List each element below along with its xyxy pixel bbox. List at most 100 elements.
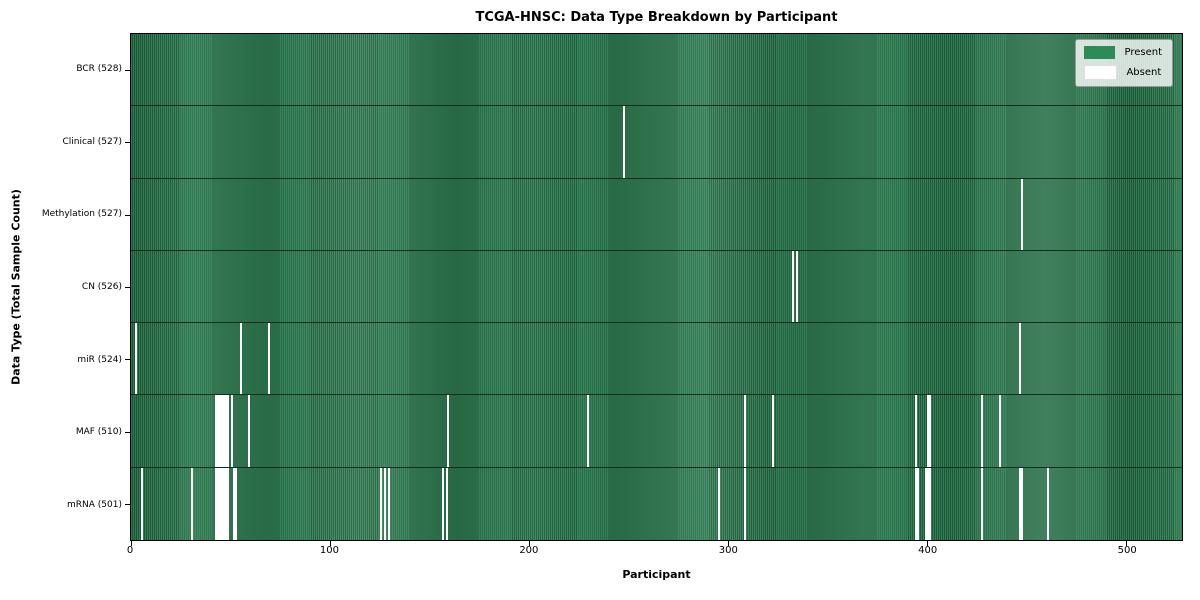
absent-stripe <box>929 395 932 467</box>
legend-item-absent: Absent <box>1084 65 1162 80</box>
absent-stripe <box>744 467 747 540</box>
absent-stripe <box>1046 467 1049 540</box>
absent-stripe <box>441 467 444 540</box>
absent-stripe <box>220 395 223 467</box>
absent-stripe <box>230 395 233 467</box>
ytick-mark <box>125 70 131 72</box>
ytick-mark <box>125 214 131 216</box>
x-axis-tick-labels: 0 100 200 300 400 500 <box>126 545 1183 559</box>
xtick-label: 0 <box>126 545 134 556</box>
xtick-mark <box>1126 540 1128 546</box>
absent-stripe <box>718 467 721 540</box>
absent-stripe <box>925 467 928 540</box>
heatmap-row-clinical <box>131 106 1182 179</box>
absent-stripe <box>744 395 747 467</box>
absent-stripe <box>234 467 237 540</box>
absent-stripe <box>268 323 271 395</box>
absent-stripe <box>927 395 930 467</box>
y-axis-tick-labels: BCR (528) Clinical (527) Methylation (527)… <box>0 33 122 541</box>
absent-stripe <box>1020 467 1023 540</box>
ytick-label: MAF (510) <box>75 427 122 438</box>
heatmap-rows <box>131 34 1182 540</box>
absent-stripe <box>224 467 227 540</box>
legend-item-present: Present <box>1084 46 1162 59</box>
absent-stripe <box>980 467 983 540</box>
xtick-label: 500 <box>1117 545 1137 556</box>
absent-stripe <box>915 395 918 467</box>
xtick-mark <box>728 540 730 546</box>
heatmap-row-cn <box>131 250 1182 324</box>
absent-stripe <box>915 467 918 540</box>
absent-stripe <box>222 467 225 540</box>
ytick-label: miR (524) <box>77 354 122 365</box>
ytick-mark <box>125 503 131 505</box>
xtick-label: 200 <box>519 545 539 556</box>
heatmap-row-methylation <box>131 178 1182 251</box>
absent-stripe <box>220 467 223 540</box>
ytick-label: CN (526) <box>81 282 122 292</box>
absent-stripe <box>980 395 983 467</box>
absent-stripe <box>222 395 225 467</box>
absent-stripe <box>248 395 251 467</box>
ytick-mark <box>125 359 131 361</box>
absent-stripe <box>379 467 382 540</box>
present-swatch <box>1084 46 1116 59</box>
xtick-label: 400 <box>918 545 938 556</box>
legend-label-present: Present <box>1124 47 1162 58</box>
absent-stripe <box>917 467 920 540</box>
absent-stripe <box>622 106 625 178</box>
absent-stripe <box>927 467 930 540</box>
ytick-label: Methylation (527) <box>41 209 122 220</box>
xtick-label: 300 <box>718 545 738 556</box>
ytick-mark <box>125 142 131 144</box>
ytick-mark <box>125 431 131 433</box>
absent-stripe <box>240 323 243 395</box>
absent-stripe <box>387 467 390 540</box>
absent-stripe <box>224 395 227 467</box>
legend-label-absent: Absent <box>1126 67 1162 78</box>
plot-area: Present Absent <box>125 33 1183 546</box>
absent-stripe <box>929 467 932 540</box>
chart-title: TCGA-HNSC: Data Type Breakdown by Partic… <box>475 10 838 25</box>
absent-stripe <box>1018 323 1021 395</box>
xtick-label: 100 <box>319 545 339 556</box>
absent-swatch <box>1084 65 1118 80</box>
ytick-label: BCR (528) <box>76 64 122 75</box>
absent-stripe <box>226 467 229 540</box>
xtick-mark <box>330 540 332 546</box>
heatmap-row-mir <box>131 323 1182 396</box>
heatmap-row-maf <box>131 395 1182 468</box>
absent-stripe <box>226 395 229 467</box>
absent-stripe <box>791 250 794 323</box>
xtick-mark <box>131 540 132 546</box>
absent-stripe <box>218 395 221 467</box>
absent-stripe <box>998 395 1001 467</box>
absent-stripe <box>134 323 137 395</box>
legend: Present Absent <box>1075 39 1173 87</box>
x-axis-label: Participant <box>622 568 691 581</box>
absent-stripe <box>216 395 219 467</box>
xtick-mark <box>927 540 929 546</box>
absent-stripe <box>214 467 217 540</box>
absent-stripe <box>218 467 221 540</box>
absent-stripe <box>586 395 589 467</box>
absent-stripe <box>216 467 219 540</box>
absent-stripe <box>445 467 448 540</box>
ytick-label: Clinical (527) <box>62 136 122 147</box>
absent-stripe <box>190 467 193 540</box>
absent-stripe <box>1020 178 1023 250</box>
absent-stripe <box>447 395 450 467</box>
absent-stripe <box>383 467 386 540</box>
xtick-mark <box>529 540 531 546</box>
absent-stripe <box>1018 467 1021 540</box>
heatmap-row-bcr <box>131 34 1182 107</box>
heatmap-row-mrna <box>131 467 1182 540</box>
ytick-mark <box>125 287 131 288</box>
ytick-label: mRNA (501) <box>67 499 122 510</box>
absent-stripe <box>214 395 217 467</box>
absent-stripe <box>771 395 774 467</box>
absent-stripe <box>140 467 143 540</box>
absent-stripe <box>795 250 798 323</box>
absent-stripe <box>232 467 235 540</box>
